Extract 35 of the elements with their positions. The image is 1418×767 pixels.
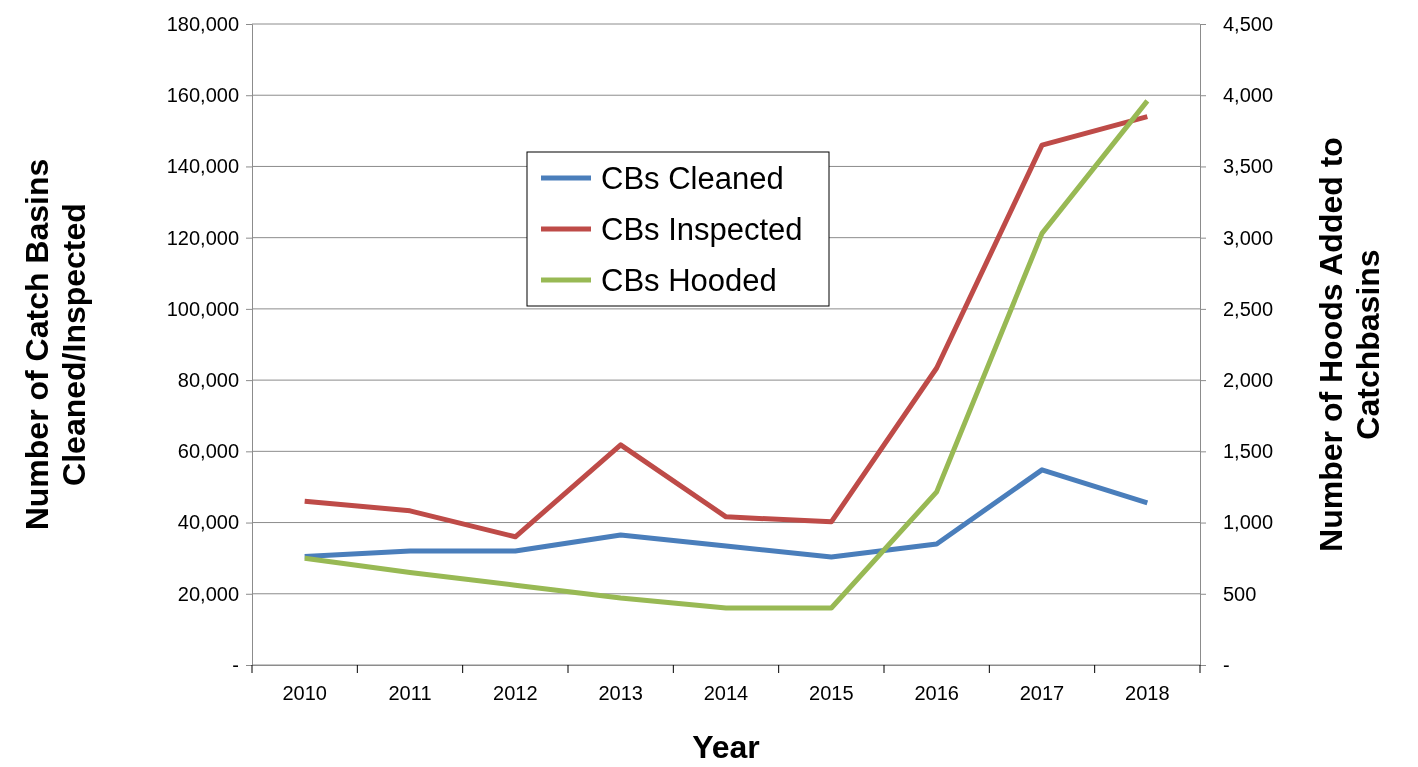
x-axis-title: Year — [692, 729, 760, 765]
y2-tick-label: 4,500 — [1223, 12, 1274, 35]
x-tick-label: 2016 — [914, 682, 959, 704]
y2-tick-label: 2,500 — [1223, 297, 1274, 320]
y2-tick-label: 2,000 — [1223, 369, 1274, 392]
y-tick-label: 80,000 — [177, 369, 239, 392]
legend-label: CBs Inspected — [601, 211, 803, 247]
legend-label: CBs Cleaned — [601, 160, 784, 196]
y2-tick-label: 3,000 — [1223, 226, 1274, 249]
x-tick-label: 2010 — [282, 682, 327, 704]
y-tick-label: 180,000 — [166, 12, 239, 35]
y-tick-label: 60,000 — [177, 440, 239, 463]
y-tick-label: 20,000 — [177, 582, 239, 605]
y-tick-label: 140,000 — [166, 155, 239, 178]
x-tick-label: 2012 — [493, 682, 538, 704]
y-axis-title: Number of Catch Basins Cleaned/Inspected — [19, 158, 92, 531]
y2-tick-label: 3,500 — [1223, 155, 1274, 178]
y2-tick-label: 1,000 — [1223, 511, 1274, 534]
x-tick-label: 2013 — [598, 682, 643, 704]
y2-tick-label: - — [1223, 653, 1230, 676]
x-tick-label: 2014 — [703, 682, 749, 704]
y-tick-label: 160,000 — [166, 84, 239, 107]
legend-label: CBs Hooded — [601, 262, 777, 298]
y2-tick-label: 500 — [1223, 582, 1257, 605]
y-tick-label: 120,000 — [166, 226, 239, 249]
y-tick-label: - — [232, 653, 239, 676]
y-tick-label: 40,000 — [177, 511, 239, 534]
y2-tick-label: 4,000 — [1223, 84, 1274, 107]
y2-axis-title: Number of Hoods Added to Catchbasins — [1313, 137, 1386, 552]
y2-tick-label: 1,500 — [1223, 440, 1274, 463]
x-tick-label: 2018 — [1125, 682, 1170, 704]
x-tick-label: 2017 — [1019, 682, 1065, 704]
y-tick-label: 100,000 — [166, 297, 239, 320]
x-tick-label: 2015 — [809, 682, 854, 704]
x-tick-label: 2011 — [388, 682, 432, 704]
